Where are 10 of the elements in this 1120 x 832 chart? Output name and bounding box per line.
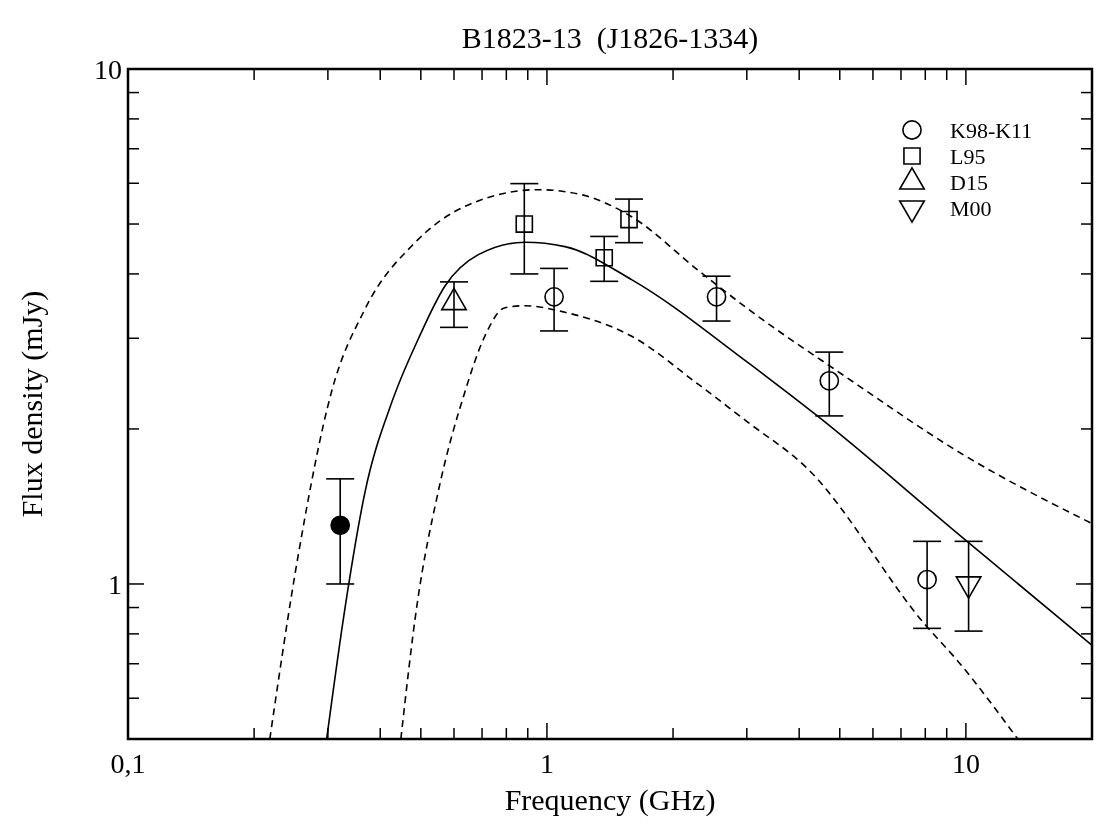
legend-label: L95 [950,144,986,169]
y-axis-title: Flux density (mJy) [15,290,49,518]
x-tick-label: 10 [951,748,980,779]
x-tick-label: 0,1 [110,748,146,779]
legend-label: D15 [950,170,988,195]
x-axis-title: Frequency (GHz) [504,783,716,817]
x-tick-label: 1 [539,748,554,779]
chart-title: B1823-13 (J1826-1334) [461,21,759,55]
legend-label: K98-K11 [950,118,1033,143]
legend-label: M00 [950,196,992,221]
